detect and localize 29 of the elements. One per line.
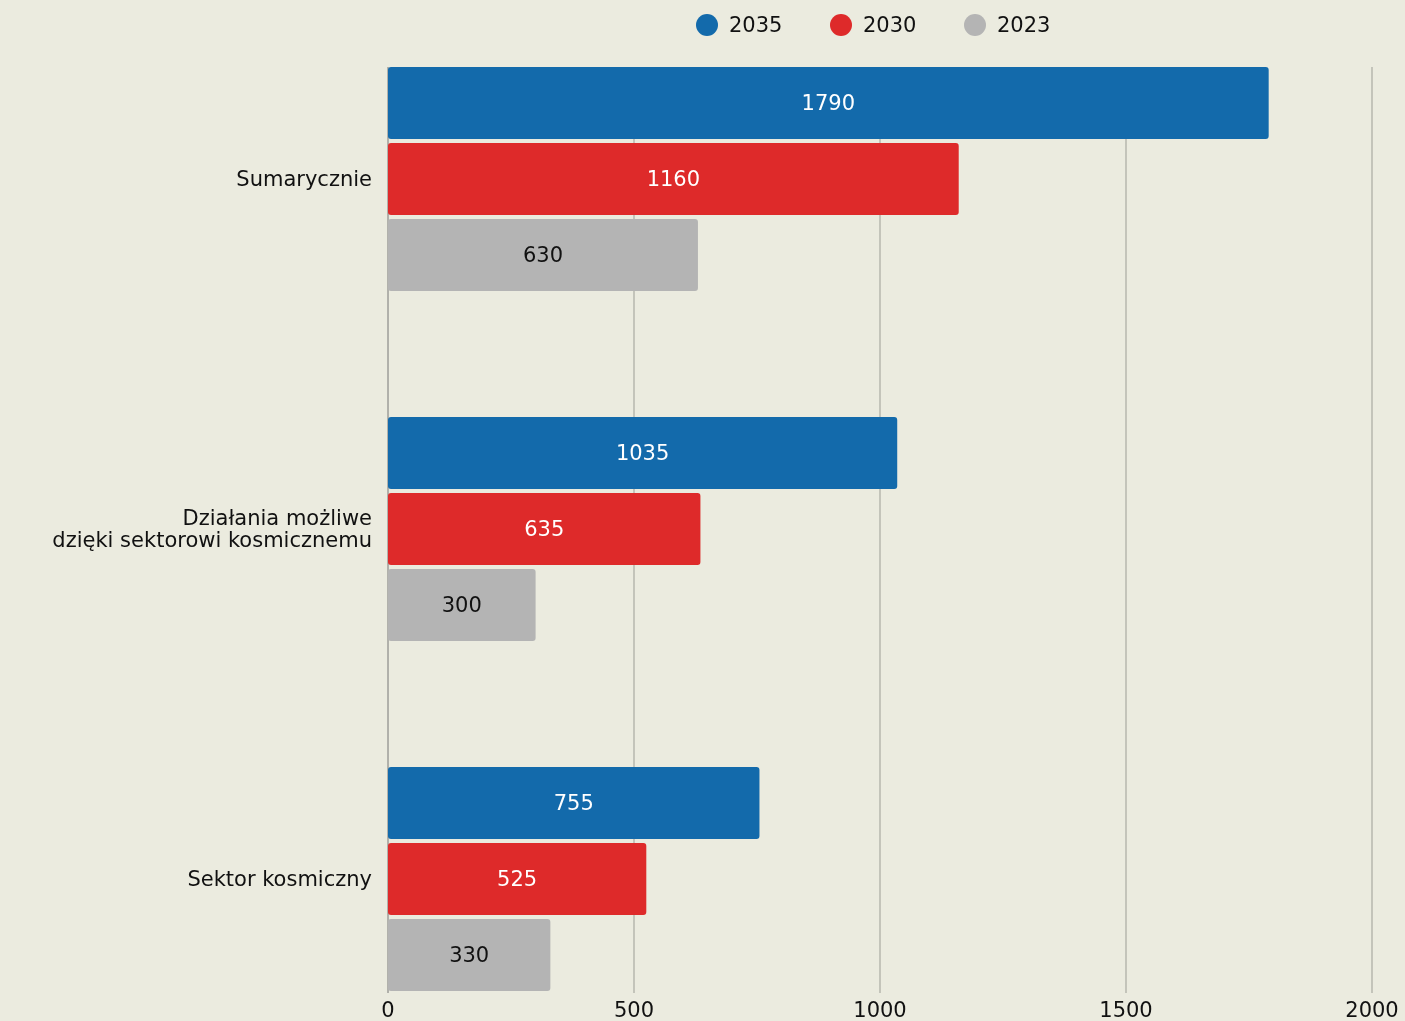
legend-label: 2023 <box>997 13 1051 38</box>
data-label: 1035 <box>615 441 670 466</box>
bar <box>388 767 760 839</box>
x-tick-label: 0 <box>381 998 395 1021</box>
y-tick-label: Sumarycznie <box>236 167 372 192</box>
legend-label: 2035 <box>729 13 783 38</box>
legend-label: 2030 <box>863 13 917 38</box>
bar <box>388 417 898 489</box>
data-label: 755 <box>553 791 594 816</box>
y-tick-label: Sektor kosmiczny <box>187 867 372 892</box>
bar <box>388 843 647 915</box>
x-tick-label: 2000 <box>1345 998 1399 1021</box>
data-label: 1790 <box>801 91 856 116</box>
bar <box>388 919 551 991</box>
bar <box>388 219 698 291</box>
bar <box>388 67 1269 139</box>
x-tick-label: 500 <box>613 998 655 1021</box>
data-label: 630 <box>522 243 564 268</box>
data-label: 635 <box>524 517 565 542</box>
bar <box>388 493 701 565</box>
bar <box>388 569 536 641</box>
data-label: 300 <box>441 593 482 618</box>
y-tick-label: Działania możliwe dzięki sektorowi kosmicznemu <box>52 506 372 553</box>
x-tick-label: 1000 <box>853 998 907 1021</box>
x-tick-label: 1500 <box>1099 998 1153 1021</box>
data-label: 330 <box>449 943 490 968</box>
data-label: 525 <box>497 867 538 892</box>
bar <box>388 143 959 215</box>
data-label: 1160 <box>646 167 701 192</box>
